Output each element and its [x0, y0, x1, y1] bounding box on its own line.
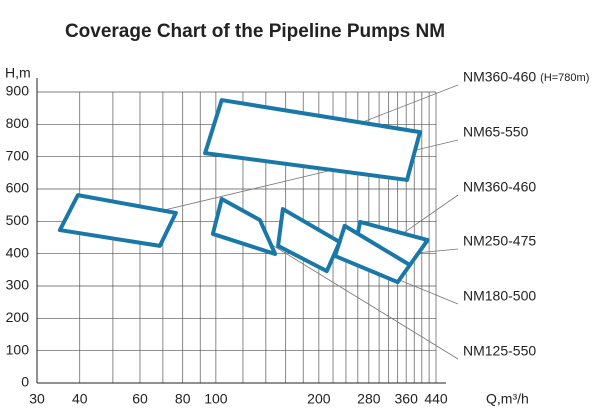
x-tick-label: 30: [29, 391, 45, 407]
region-label: NM180-500: [463, 288, 536, 304]
y-tick-label: 600: [6, 180, 30, 196]
region-label: NM360-460: [463, 69, 536, 85]
y-tick-label: 0: [21, 374, 29, 390]
y-tick-label: 100: [6, 341, 30, 357]
x-tick-label: 80: [175, 391, 191, 407]
y-axis-label: H,m: [5, 65, 31, 81]
x-tick-label: 440: [424, 391, 448, 407]
x-tick-label: 200: [307, 391, 331, 407]
x-tick-label: 100: [204, 391, 228, 407]
x-tick-label: 60: [132, 391, 148, 407]
pump-region: [276, 207, 342, 274]
y-tick-label: 200: [6, 309, 30, 325]
y-tick-label: 900: [6, 83, 30, 99]
y-tick-label: 800: [6, 115, 30, 131]
y-tick-label: 500: [6, 212, 30, 228]
leader-line: [242, 226, 459, 360]
region-label: NM250-475: [463, 233, 536, 249]
region-label: NM360-460: [463, 179, 536, 195]
y-tick-label: 300: [6, 277, 30, 293]
region-label: NM65-550: [463, 124, 529, 140]
x-tick-label: 280: [357, 391, 381, 407]
x-tick-label: 40: [72, 391, 88, 407]
y-tick-label: 700: [6, 147, 30, 163]
region-note: (H=780m): [540, 72, 589, 84]
chart-title: Coverage Chart of the Pipeline Pumps NM: [65, 21, 445, 42]
pump-region: [203, 98, 422, 182]
pump-region: [210, 197, 278, 256]
x-tick-label: 360: [395, 391, 419, 407]
x-axis-label: Q,m³/h: [486, 391, 529, 407]
y-tick-label: 400: [6, 244, 30, 260]
pump-region: [57, 193, 178, 248]
regions: [57, 98, 430, 285]
region-label: NM125-550: [463, 343, 536, 359]
